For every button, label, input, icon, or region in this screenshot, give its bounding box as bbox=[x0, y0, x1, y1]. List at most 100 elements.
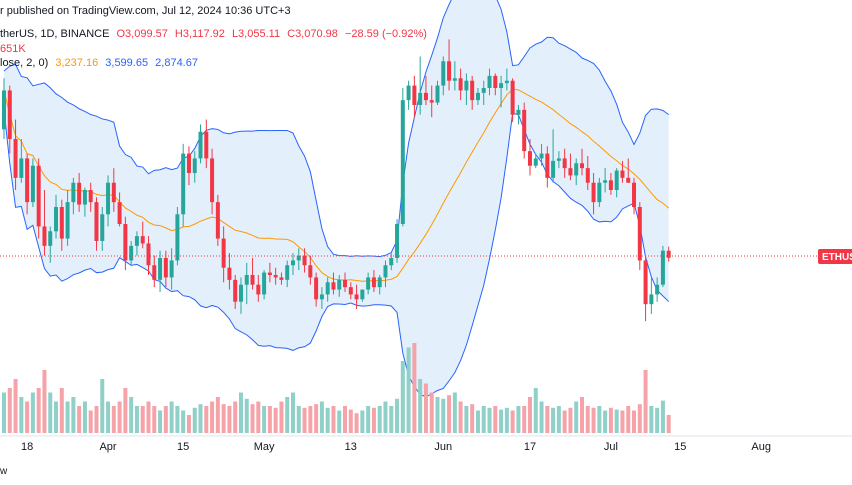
volume-bar bbox=[343, 406, 348, 433]
candle bbox=[94, 197, 99, 251]
volume-bar bbox=[418, 379, 423, 433]
volume-bar bbox=[296, 406, 301, 433]
candle bbox=[516, 105, 521, 125]
volume-bar bbox=[106, 401, 111, 433]
candle bbox=[423, 75, 428, 105]
candle bbox=[227, 253, 232, 290]
volume-bar bbox=[71, 397, 76, 433]
volume-bar bbox=[238, 392, 243, 433]
volume-bar bbox=[129, 397, 134, 433]
volume-bar bbox=[533, 388, 538, 433]
volume-bar bbox=[233, 401, 238, 433]
volume-bar bbox=[25, 401, 30, 433]
volume-bar bbox=[181, 410, 186, 433]
time-tick-label: 15 bbox=[674, 441, 686, 453]
volume-bar bbox=[516, 406, 521, 433]
volume-bar bbox=[395, 398, 400, 433]
volume-bar bbox=[666, 415, 671, 433]
volume-bar bbox=[250, 404, 255, 433]
candle bbox=[111, 168, 116, 212]
volume-bar bbox=[331, 406, 336, 433]
candle bbox=[343, 272, 348, 292]
volume-bar bbox=[406, 347, 411, 433]
candle bbox=[36, 158, 41, 239]
candle bbox=[464, 73, 469, 105]
candle bbox=[406, 80, 411, 110]
candle bbox=[475, 88, 480, 105]
volume-bar bbox=[7, 388, 12, 433]
volume-bar bbox=[2, 392, 6, 433]
candle bbox=[649, 277, 654, 314]
volume-bar bbox=[487, 407, 492, 433]
volume-bar bbox=[585, 406, 590, 433]
candle bbox=[65, 190, 70, 246]
volume-bar bbox=[441, 398, 446, 433]
volume-bar bbox=[140, 406, 145, 433]
volume-bar bbox=[152, 406, 157, 433]
candle bbox=[655, 277, 660, 302]
candle bbox=[580, 148, 584, 176]
ohlc-line: therUS, 1D, BINANCE O3,099.57 H3,117.92 … bbox=[0, 28, 431, 40]
volume-bar bbox=[325, 407, 330, 433]
volume-bar bbox=[111, 406, 116, 433]
candle bbox=[400, 88, 405, 227]
volume-bar bbox=[186, 415, 191, 433]
candle bbox=[262, 270, 267, 300]
volume-bar bbox=[65, 401, 70, 433]
volume-bar bbox=[568, 407, 573, 433]
volume-bar bbox=[608, 407, 613, 433]
volume-bar bbox=[574, 401, 579, 433]
candle bbox=[412, 75, 417, 118]
volume-bar bbox=[632, 410, 637, 433]
candle bbox=[88, 182, 93, 212]
volume-bar bbox=[556, 406, 561, 433]
candle bbox=[30, 158, 35, 207]
candle bbox=[54, 194, 59, 239]
candle bbox=[13, 119, 18, 190]
volume-bar bbox=[291, 392, 295, 433]
candle bbox=[493, 73, 498, 96]
candle bbox=[250, 258, 255, 290]
volume-bar bbox=[435, 397, 440, 433]
candle bbox=[447, 39, 452, 91]
change-value: −28.59 (−0.92%) bbox=[344, 28, 427, 40]
volume-bar bbox=[198, 404, 203, 433]
volume-bar bbox=[100, 379, 105, 433]
volume-bar bbox=[366, 406, 371, 433]
candle bbox=[123, 216, 128, 271]
candle bbox=[175, 207, 180, 266]
candle bbox=[244, 262, 249, 305]
volume-bar bbox=[42, 370, 47, 433]
candle bbox=[129, 241, 134, 266]
volume-bar bbox=[504, 407, 509, 433]
band-fill bbox=[4, 0, 669, 397]
volume-bar bbox=[423, 383, 428, 433]
candle bbox=[19, 139, 24, 183]
time-tick-label: Apr bbox=[99, 441, 116, 453]
volume-bar bbox=[123, 388, 128, 433]
volume-bar bbox=[470, 404, 475, 433]
volume-bar bbox=[551, 407, 556, 433]
volume-bar bbox=[88, 410, 93, 433]
time-tick-label: 17 bbox=[524, 441, 536, 453]
candle bbox=[499, 75, 504, 108]
candle bbox=[146, 236, 151, 275]
candle bbox=[325, 277, 330, 302]
upper-band-line bbox=[3, 0, 669, 258]
candle bbox=[296, 248, 301, 271]
volume-bar bbox=[13, 379, 18, 433]
volume-bar bbox=[54, 401, 59, 433]
volume-bar bbox=[302, 407, 307, 433]
time-tick-label: May bbox=[254, 441, 275, 453]
candle bbox=[198, 124, 203, 164]
candle bbox=[574, 158, 579, 186]
volume-bar bbox=[94, 406, 99, 433]
candle bbox=[169, 248, 174, 290]
candle bbox=[585, 156, 590, 190]
volume-bar bbox=[499, 409, 504, 433]
volume-bar bbox=[452, 392, 457, 433]
candle bbox=[256, 275, 261, 302]
volume-bar bbox=[371, 407, 376, 433]
indicator-line: lose, 2, 0) 3,237.16 3,599.65 2,874.67 bbox=[0, 57, 202, 69]
